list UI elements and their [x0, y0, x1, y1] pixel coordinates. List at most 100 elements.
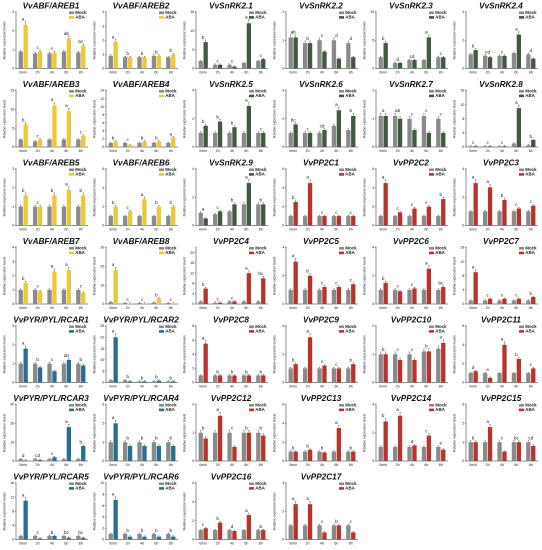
- x-tick-label: 6h: [244, 228, 248, 232]
- legend-swatch-aba: [429, 16, 434, 19]
- bar-aba: [66, 427, 72, 461]
- y-axis-label: Relative expression levels: [363, 178, 367, 216]
- y-tick-label: 0: [282, 302, 284, 306]
- bar-mock: [468, 300, 473, 304]
- y-tick-label: 4: [282, 422, 284, 426]
- chart-panel: VvABF/AREB6 Relative expression levels 0 2 4…: [93, 159, 178, 232]
- x-tick-label: 6h: [64, 228, 68, 232]
- legend-swatch-aba: [339, 94, 344, 98]
- bar-aba: [171, 381, 176, 383]
- x-tick-label: 6h: [514, 149, 518, 153]
- y-tick-label: 0: [462, 302, 464, 306]
- significance-letter: b: [260, 369, 263, 374]
- bar-aba: [113, 141, 118, 147]
- x-tick-label: 8h: [439, 71, 443, 75]
- bar-mock: [241, 62, 247, 69]
- y-tick-label: 0: [102, 302, 104, 306]
- legend-swatch-mock: [519, 168, 524, 172]
- significance-letter: c: [501, 293, 504, 298]
- x-tick-label: 8h: [169, 71, 173, 75]
- x-tick-label: 2h: [216, 306, 220, 310]
- x-tick-label: 2h: [486, 71, 490, 75]
- significance-letter: cd: [320, 123, 325, 128]
- significance-letter: c: [321, 280, 324, 285]
- significance-letter: b: [51, 530, 54, 535]
- bar-aba: [113, 499, 118, 540]
- significance-letter: a: [245, 266, 248, 271]
- y-tick-label: 4: [372, 186, 374, 190]
- significance-letter: a: [51, 97, 54, 102]
- legend-label-aba: ABA: [345, 486, 355, 491]
- significance-letter: a: [51, 264, 54, 269]
- y-tick-label: 10: [190, 29, 194, 33]
- chart-title: VvPP2C6: [393, 237, 429, 246]
- legend-swatch-mock: [249, 482, 254, 486]
- y-axis-label: Relative expression levels: [3, 335, 7, 373]
- significance-letter: ab: [64, 31, 70, 36]
- bar-mock: [108, 302, 113, 304]
- y-tick-label: 0: [192, 67, 194, 71]
- x-tick-label: 6h: [64, 71, 68, 75]
- significance-letter: a: [472, 175, 475, 180]
- legend-swatch-aba: [519, 94, 524, 98]
- bar-mock: [482, 211, 488, 226]
- bar-aba: [113, 206, 118, 226]
- legend-swatch-aba: [249, 251, 254, 255]
- bar-mock: [288, 37, 293, 69]
- bar-aba: [113, 270, 118, 304]
- significance-letter: a: [382, 175, 385, 180]
- bar-aba: [412, 445, 417, 461]
- bar-mock: [18, 289, 23, 304]
- y-tick-label: 6: [192, 481, 194, 485]
- legend-swatch-aba: [429, 94, 434, 98]
- bar-aba: [412, 288, 417, 304]
- legend-label-aba: ABA: [255, 15, 265, 20]
- bar-aba: [531, 205, 536, 226]
- legend-label-mock: Mock: [435, 246, 447, 251]
- y-tick-label: 6: [102, 504, 104, 508]
- y-tick-label: 0: [192, 224, 194, 228]
- significance-letter: b: [22, 117, 25, 122]
- bar-mock: [378, 289, 383, 304]
- bar-aba: [52, 195, 57, 226]
- legend-label-mock: Mock: [435, 89, 447, 94]
- bar-aba: [383, 115, 388, 147]
- bar-mock: [468, 54, 473, 69]
- significance-letter: b: [245, 425, 248, 430]
- x-tick-label: 8h: [79, 542, 83, 546]
- y-axis-label: Relative expression levels: [453, 178, 457, 216]
- x-tick-label: 0min: [19, 228, 27, 232]
- legend-swatch-aba: [519, 173, 524, 176]
- y-tick-label: 4: [462, 288, 464, 292]
- legend-label-mock: Mock: [525, 324, 537, 329]
- x-tick-label: 2h: [396, 385, 400, 389]
- y-tick-label: 0: [102, 459, 104, 463]
- chart-panel: VvABF/AREB4 Relative expression levels 0 2 4…: [93, 80, 178, 153]
- y-tick-label: 16: [190, 261, 194, 265]
- legend-label-aba: ABA: [345, 329, 355, 334]
- y-axis-label: Relative expression levels: [3, 178, 7, 216]
- significance-letter: a: [202, 335, 205, 340]
- y-tick-label: 0: [192, 459, 194, 463]
- legend-swatch-mock: [339, 247, 344, 250]
- bar-aba: [127, 57, 133, 69]
- significance-letter: a: [65, 182, 68, 187]
- chart-title: VvABF/AREB1: [23, 2, 80, 11]
- significance-letter: c: [425, 108, 428, 113]
- x-tick-label: 4h: [140, 71, 144, 75]
- bar-aba: [261, 530, 266, 540]
- x-tick-label: 2h: [306, 228, 310, 232]
- x-tick-label: 4h: [50, 542, 54, 546]
- bar-mock: [288, 525, 293, 540]
- x-tick-label: 4h: [410, 463, 414, 467]
- bar-aba: [217, 375, 223, 383]
- chart-title: VvPP2C2: [393, 159, 429, 168]
- significance-letter: b: [141, 435, 144, 440]
- bar-aba: [383, 282, 388, 304]
- y-tick-label: 0: [192, 145, 194, 149]
- y-tick-label: 0: [102, 224, 104, 228]
- bar-aba: [142, 141, 147, 147]
- bar-aba: [246, 515, 252, 540]
- significance-letter: b: [260, 524, 263, 529]
